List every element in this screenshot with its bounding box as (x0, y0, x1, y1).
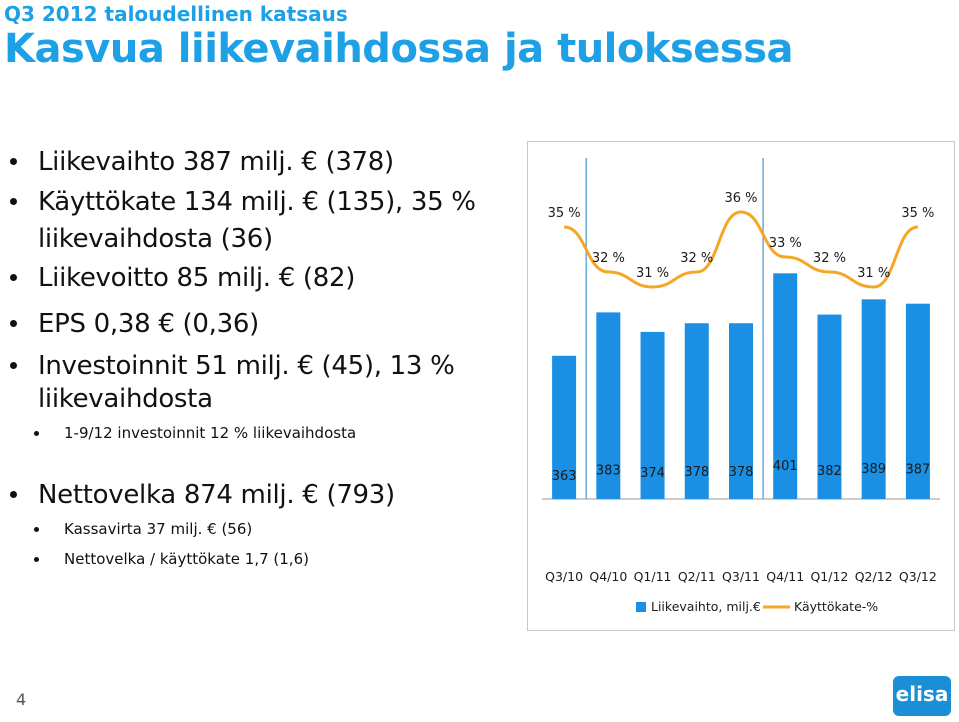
x-tick-label: Q1/11 (634, 569, 672, 584)
ebitda-margin-label: 35 % (548, 206, 581, 221)
ebitda-margin-label: 31 % (857, 266, 890, 281)
sub-bullet-item: Nettovelka / käyttökate 1,7 (1,6) (0, 548, 510, 570)
x-tick-label: Q4/11 (766, 569, 804, 584)
bullet-item-continuation: liikevaihdosta (36) (38, 224, 273, 254)
revenue-value-label: 374 (640, 466, 665, 481)
x-tick-label: Q2/11 (678, 569, 716, 584)
revenue-ebitda-chart: 363 383 374 378 378 401 382 389 387 35 % 32 % 31 % 3… (527, 141, 955, 631)
ebitda-margin-label: 32 % (813, 251, 846, 266)
ebitda-margin-line (563, 210, 919, 289)
bullet-item: Nettovelka 874 milj. € (793) (0, 477, 510, 514)
ebitda-margin-label: 31 % (636, 266, 669, 281)
revenue-value-label: 378 (684, 465, 709, 480)
x-tick-label: Q4/10 (589, 569, 627, 584)
bullet-item: EPS 0,38 € (0,36) (0, 306, 510, 343)
legend-label-revenue: Liikevaihto, milj.€ (651, 599, 761, 614)
slide-title: Kasvua liikevaihdossa ja tuloksessa (4, 26, 794, 72)
sub-bullet-item: 1-9/12 investoinnit 12 % liikevaihdosta (0, 422, 510, 444)
bullet-item: Liikevaihto 387 milj. € (378) (0, 144, 510, 181)
revenue-value-label: 378 (729, 465, 754, 480)
revenue-bar (861, 299, 886, 499)
revenue-value-label: 382 (817, 464, 842, 479)
revenue-value-label: 363 (552, 469, 577, 484)
revenue-bar (773, 273, 798, 499)
x-tick-label: Q2/12 (855, 569, 893, 584)
revenue-bar (729, 323, 753, 499)
revenue-bar (552, 355, 577, 499)
revenue-value-label: 387 (905, 463, 930, 478)
revenue-bar (817, 314, 842, 499)
chart-svg: 363 383 374 378 378 401 382 389 387 35 % 32 % 31 % 3… (542, 158, 940, 614)
revenue-bar (905, 303, 930, 499)
revenue-value-label: 401 (773, 459, 798, 474)
legend-label-ebitda: Käyttökate-% (794, 599, 878, 614)
bullet-item: Liikevoitto 85 milj. € (82) (0, 260, 510, 297)
bullet-item: Käyttökate 134 milj. € (135), 35 % (0, 184, 510, 221)
x-tick-label: Q3/12 (899, 569, 937, 584)
presentation-subtitle: Q3 2012 taloudellinen katsaus (4, 2, 348, 26)
x-tick-label: Q1/12 (810, 569, 848, 584)
revenue-value-label: 389 (861, 462, 886, 477)
x-tick-label: Q3/11 (722, 569, 760, 584)
ebitda-margin-label: 32 % (680, 251, 713, 266)
sub-bullet-item: Kassavirta 37 milj. € (56) (0, 518, 510, 540)
elisa-logo: elisa (893, 676, 951, 716)
ebitda-margin-label: 32 % (592, 251, 625, 266)
x-tick-label: Q3/10 (545, 569, 583, 584)
revenue-bar (684, 323, 709, 499)
page-number: 4 (16, 690, 27, 709)
ebitda-margin-label: 36 % (724, 191, 757, 206)
legend-swatch-revenue (636, 602, 646, 612)
ebitda-margin-label: 33 % (769, 236, 802, 251)
bullet-item: Investoinnit 51 milj. € (45), 13 % (0, 348, 510, 385)
revenue-bar (596, 312, 621, 499)
bullet-item-continuation: liikevaihdosta (38, 384, 213, 414)
revenue-value-label: 383 (596, 464, 621, 479)
revenue-bar (640, 331, 665, 499)
ebitda-margin-label: 35 % (901, 206, 934, 221)
